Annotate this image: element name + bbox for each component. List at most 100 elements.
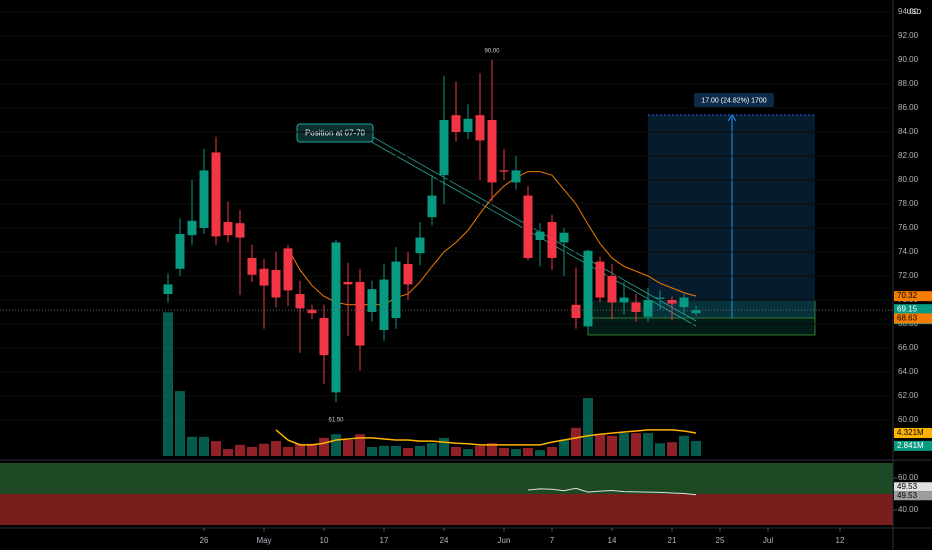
volume-bar [559, 440, 569, 456]
candle-body [415, 237, 425, 254]
candle-body [283, 248, 293, 291]
x-tick-label: Jun [498, 536, 511, 545]
candle-body [163, 284, 173, 294]
y-tick-label: 86.00 [898, 103, 919, 112]
candle-body [307, 309, 317, 314]
x-tick-label: 24 [440, 536, 449, 545]
candle-body [271, 269, 281, 298]
y-tick-label: 62.00 [898, 391, 919, 400]
volume-bar [295, 443, 305, 456]
volume-bar [667, 442, 677, 456]
rsi-tick-label: 40.00 [898, 505, 919, 514]
rsi-upper-band [0, 463, 893, 494]
y-tick-label: 92.00 [898, 31, 919, 40]
candle-body [187, 220, 197, 236]
candle-body [391, 261, 401, 318]
candle-body [631, 302, 641, 312]
candle-body [247, 257, 257, 275]
volume-bar [391, 445, 401, 456]
candle-body [355, 281, 365, 346]
candle-body [331, 242, 341, 393]
volume-ma-badge-box [894, 428, 932, 439]
volume-bar [643, 433, 653, 456]
volume-bar [187, 436, 197, 456]
candle-body [451, 115, 461, 132]
candle-body [235, 223, 245, 238]
low-label: 61.50 [328, 418, 344, 424]
volume-bar [307, 443, 317, 456]
candle-body [259, 268, 269, 286]
y-tick-label: 60.00 [898, 415, 919, 424]
volume-bar [259, 443, 269, 456]
volume-bar [523, 448, 533, 456]
volume-bar [499, 448, 509, 456]
volume-bar [463, 449, 473, 456]
y-tick-label: 84.00 [898, 127, 919, 136]
volume-bar [223, 449, 233, 456]
volume-bar [571, 427, 581, 456]
x-tick-label: 21 [668, 536, 677, 545]
volume-bar [163, 312, 173, 456]
y-tick-label: 74.00 [898, 247, 919, 256]
volume-bar [271, 441, 281, 456]
volume-bar [367, 446, 377, 456]
rsi-badge: 49.53 [897, 491, 918, 500]
candle-body [379, 279, 389, 330]
trend-line [372, 136, 697, 322]
volume-bar [595, 434, 605, 456]
candle-body [547, 221, 557, 258]
rsi-line [527, 487, 697, 496]
volume-bar [691, 440, 701, 456]
candle-body [487, 119, 497, 183]
volume-bar [655, 443, 665, 456]
candle-body [427, 195, 437, 218]
x-tick-label: 14 [608, 536, 617, 545]
candle-body [655, 297, 665, 299]
rsi-badge-box [894, 482, 932, 492]
y-tick-label: 82.00 [898, 151, 919, 160]
measure-label-box [694, 93, 774, 107]
volume-bar [583, 398, 593, 456]
rsi-badge: 49.53 [897, 482, 918, 491]
ma-badge-box [894, 291, 932, 302]
volume-bar [379, 445, 389, 456]
candle-body [319, 317, 329, 356]
candle-body [523, 195, 533, 258]
y-tick-label: 80.00 [898, 175, 919, 184]
candle-body [559, 232, 569, 243]
volume-badge-box [894, 440, 932, 451]
volume-bar [487, 443, 497, 456]
volume-bar [607, 435, 617, 456]
candle-body [463, 118, 473, 132]
y-tick-label: 78.00 [898, 199, 919, 208]
candle-body [619, 297, 629, 303]
x-tick-label: 12 [836, 536, 845, 545]
volume-bar [331, 434, 341, 456]
volume-bar [631, 433, 641, 456]
candle-body [607, 275, 617, 303]
volume-bar [535, 450, 545, 456]
measure-label: 17.00 (24.82%) 1700 [701, 97, 766, 104]
volume-bar [175, 391, 185, 456]
volume-ma-badge: 4.321M [897, 428, 924, 437]
ma-badge: 70.32 [897, 291, 918, 300]
candle-body [343, 281, 353, 285]
candle-body [571, 304, 581, 318]
rsi-lower-band [0, 494, 893, 525]
measure-arrowhead [727, 114, 737, 122]
position-label-box [296, 123, 374, 143]
volume-bar [319, 437, 329, 456]
y-tick-label: 76.00 [898, 223, 919, 232]
volume-bar [679, 435, 689, 456]
candle-body [175, 233, 185, 269]
volume-bar [415, 445, 425, 456]
x-tick-label: 17 [380, 536, 389, 545]
high-label: 90.00 [484, 49, 500, 55]
y-tick-label: 94.00 [898, 7, 919, 16]
volume-bar [475, 445, 485, 456]
volume-bar [427, 443, 437, 456]
candle-body [211, 152, 221, 237]
volume-bar [619, 433, 629, 456]
volume-ma-line [275, 429, 697, 446]
